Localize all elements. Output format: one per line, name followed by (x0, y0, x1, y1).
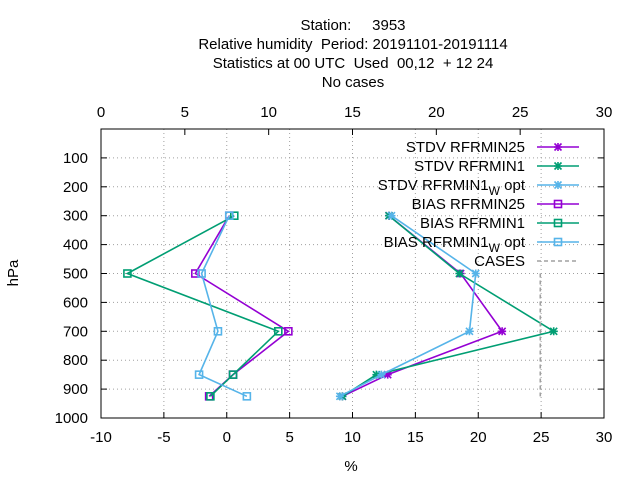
data-point (553, 237, 563, 247)
data-point (377, 370, 386, 379)
x2-tick-label: 0 (97, 104, 105, 121)
x-axis-label: % (344, 458, 357, 475)
series-line (125, 214, 280, 397)
title-line-statistics: Statistics at 00 UTC Used 00,12 + 12 24 (212, 55, 494, 72)
data-point (213, 326, 223, 336)
data-point (274, 326, 283, 336)
data-point (498, 327, 507, 336)
chart-title: Station: 3953 Relative humidity Period: … (0, 16, 640, 92)
x2-tick-label: 25 (512, 104, 529, 121)
data-point (284, 326, 293, 336)
series-5 (194, 211, 252, 401)
plot-frame (100, 128, 605, 419)
title-line-cases: No cases (321, 74, 385, 91)
y-tick-label: 900 (63, 381, 88, 398)
title-line-variable: Relative humidity Period: 20191101-20191… (198, 36, 508, 53)
data-point (206, 392, 215, 401)
grid (101, 129, 604, 418)
y-axis-label: hPa (5, 259, 22, 286)
legend-label: STDV RFRMIN25 (406, 139, 525, 156)
legend-label: STDV RFRMIN1 (414, 158, 525, 175)
data-point (455, 269, 464, 278)
y-tick-label: 700 (63, 323, 88, 340)
legend-label: CASES (474, 253, 525, 270)
x-tick-label: 20 (470, 429, 487, 446)
data-point (553, 161, 563, 171)
x2-tick-label: 30 (596, 104, 613, 121)
data-point (194, 370, 204, 379)
title-line-station: Station: 3953 (300, 17, 406, 34)
x2-tick-label: 20 (428, 104, 445, 121)
series-3 (191, 211, 293, 401)
y-tick-label: 800 (63, 352, 88, 369)
data-point (123, 269, 132, 278)
x-tick-label: 15 (407, 429, 424, 446)
data-point (387, 211, 396, 220)
legend-label: STDV RFRMIN1W opt (378, 177, 526, 198)
x2-tick-label: 5 (181, 104, 189, 121)
x2-tick-label: 15 (344, 104, 361, 121)
x-tick-label: -5 (157, 429, 170, 446)
data-point (553, 180, 563, 190)
legend-label: BIAS RFRMIN1W opt (384, 234, 526, 255)
legend: STDV RFRMIN25 STDV RFRMIN1 STDV RFRMIN1W o… (378, 139, 579, 270)
data-point (549, 327, 558, 336)
y-tick-label: 600 (63, 294, 88, 311)
x-tick-label: 30 (596, 429, 613, 446)
data-point (197, 269, 206, 278)
data-point (553, 199, 563, 209)
series-2 (335, 211, 480, 401)
data-point (335, 392, 344, 401)
data-point (553, 142, 563, 152)
x-tick-label: 5 (285, 429, 293, 446)
series-line (198, 215, 248, 398)
y-tick-label: 200 (63, 179, 88, 196)
data-point (224, 211, 234, 220)
legend-label: BIAS RFRMIN1 (420, 215, 525, 232)
y-tick-label: 300 (63, 208, 88, 225)
series-4 (123, 211, 283, 401)
x-tick-label: 0 (223, 429, 231, 446)
data-point (383, 370, 392, 379)
data-point (372, 370, 381, 379)
x2-tick-label: 10 (260, 104, 277, 121)
data-point (553, 218, 563, 228)
axes: -10 -5 0 5 10 15 20 25 300 5 10 15 20 25 3010020030040… (55, 104, 613, 446)
data-point (465, 327, 474, 336)
y-tick-label: 500 (63, 266, 88, 283)
y-tick-label: 1000 (55, 410, 88, 427)
data-point (242, 392, 252, 401)
data-point (228, 370, 238, 379)
series-1 (338, 211, 558, 401)
series (123, 211, 558, 401)
legend-label: BIAS RFRMIN25 (412, 196, 525, 213)
x-tick-label: 10 (344, 429, 361, 446)
series-line (194, 215, 290, 397)
x-tick-label: -10 (90, 429, 112, 446)
y-tick-label: 400 (63, 237, 88, 254)
data-point (471, 269, 480, 278)
y-tick-label: 100 (63, 150, 88, 167)
data-point (229, 211, 239, 220)
x-tick-label: 25 (533, 429, 550, 446)
